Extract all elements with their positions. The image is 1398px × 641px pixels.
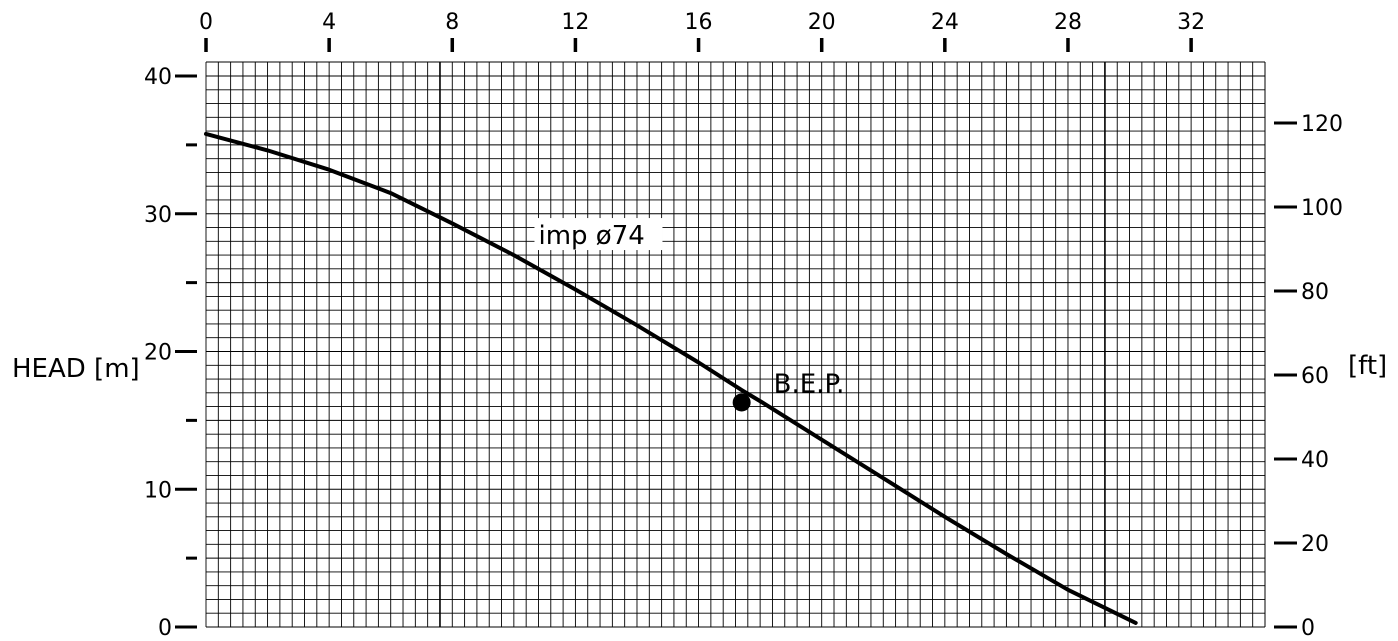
x-tick-label: 12 — [561, 10, 589, 35]
x-tick-label: 32 — [1177, 10, 1205, 35]
y-left-tick-label: 40 — [144, 65, 172, 90]
head-curve-line — [204, 131, 1138, 625]
y-left-tick-label: 20 — [144, 341, 172, 366]
x-tick-label: 20 — [808, 10, 836, 35]
x-tick-label: 0 — [199, 10, 213, 35]
x-tick-label: 4 — [322, 10, 336, 35]
y-left-tick-label: 0 — [158, 616, 172, 641]
impeller-label-background — [534, 218, 663, 251]
y-left-tick-label: 30 — [144, 203, 172, 228]
x-tick-label: 8 — [445, 10, 459, 35]
y-right-tick-label: 0 — [1301, 616, 1315, 641]
y-left-tick-label: 10 — [144, 478, 172, 503]
impeller-label: imp ø74 — [538, 221, 644, 251]
chart-grid — [205, 61, 1266, 628]
y-right-tick-label: 60 — [1301, 364, 1329, 389]
chart-axes: 0 4 8 12 16 20 24 28 32 0 10 20 30 40 0 20 40 60 80 100 120 H… — [12, 10, 1387, 641]
y-right-tick-label: 20 — [1301, 532, 1329, 557]
bep-label: B.E.P. — [774, 369, 845, 399]
y-right-tick-label: 120 — [1301, 112, 1343, 137]
y-right-tick-label: 40 — [1301, 448, 1329, 473]
x-tick-label: 24 — [931, 10, 959, 35]
chart-annotations: imp ø74 B.E.P. — [534, 218, 845, 412]
bep-marker — [732, 393, 751, 412]
y-axis-title-left: HEAD [m] — [12, 354, 140, 384]
y-right-tick-label: 80 — [1301, 280, 1329, 305]
y-right-tick-label: 100 — [1301, 196, 1343, 221]
chart-series — [204, 131, 1138, 625]
y-axis-title-right: [ft] — [1348, 351, 1387, 381]
x-tick-label: 16 — [685, 10, 713, 35]
x-tick-label: 28 — [1054, 10, 1082, 35]
